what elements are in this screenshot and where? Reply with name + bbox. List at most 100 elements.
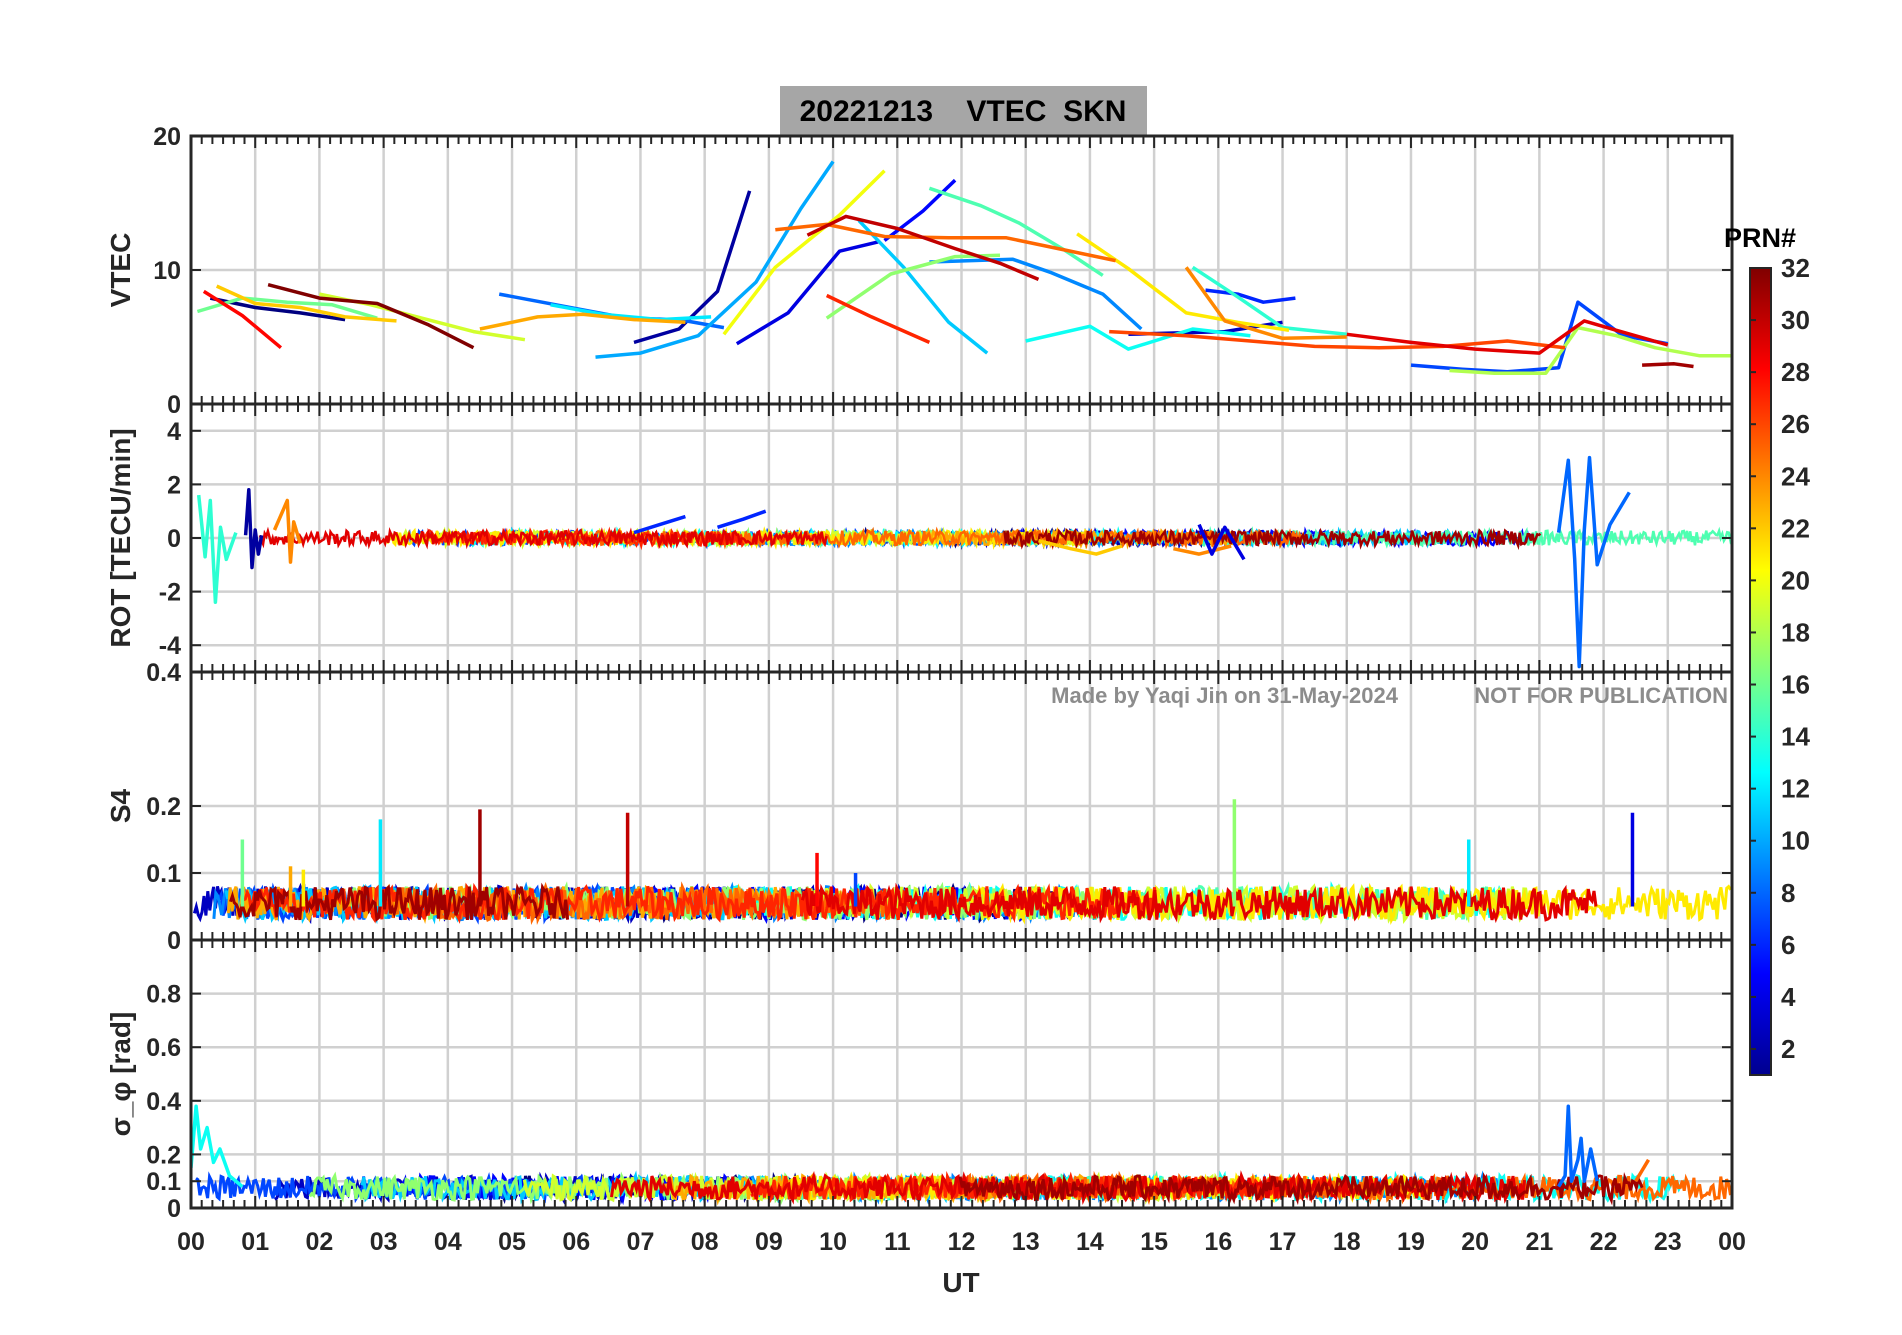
s4-noise-line [229,882,570,923]
y-tick-label: 0 [167,525,181,553]
series-line-prn-10 [595,160,835,359]
series-line-prn-6 [1205,288,1296,304]
y-axis-label-s4: S4 [105,788,136,823]
y-axis-label-sigma_phi: σ_φ [rad] [105,1012,136,1137]
watermark-notice: NOT FOR PUBLICATION [1474,683,1728,708]
colorbar-tick-label: 4 [1781,982,1796,1012]
series-line-prn-26 [1109,329,1566,350]
series-line-prn-15 [928,186,1104,277]
colorbar-gradient [1749,267,1772,1076]
x-tick-labels: 00 01 02 03 04 05 06 07 08 09 10 11 12 13 14 15 16 17 18 19… [177,1228,1746,1256]
series-line-prn-24 [1173,544,1232,556]
colorbar-tick-label: 12 [1781,774,1810,804]
x-tick-label: 09 [755,1228,783,1256]
panel-rot: -4 -2 0 2 4 ROT [TECU/min] [105,402,1734,674]
series-group-sigma_phi [191,1104,1732,1206]
series-line-prn-22 [1038,539,1123,556]
series-line-prn-7 [1410,300,1669,374]
x-tick-label: 16 [1204,1228,1232,1256]
series-line-prn-28 [202,289,283,350]
colorbar-tick-label: 24 [1781,461,1810,491]
panel-sigma_phi: 00.10.2 0.4 0.6 0.8 σ_φ [rad] [105,938,1734,1223]
colorbar-tick-label: 30 [1781,305,1810,335]
panel-vtec: 0 10 20 VTEC [105,123,1734,419]
x-tick-label: 01 [241,1228,269,1256]
y-tick-label: 4 [167,418,181,446]
x-tick-label: 05 [498,1228,526,1256]
colorbar-tick-label: 32 [1781,253,1810,283]
series-line-prn-2 [633,190,752,345]
series-line-prn-13 [191,1104,244,1188]
y-tick-label: 0 [167,927,181,955]
x-tick-label: 19 [1397,1228,1425,1256]
y-tick-label: 0 [167,391,181,419]
series-line-prn-24 [1184,266,1347,341]
series-line-prn-18 [1449,325,1732,375]
x-tick-label: 02 [306,1228,334,1256]
series-line-prn-24 [272,498,302,564]
series-group-s4 [192,799,1732,926]
y-tick-label: 20 [153,123,181,151]
series-line-prn-20 [722,169,886,336]
x-tick-label: 11 [884,1228,911,1256]
series-line-prn-14 [1191,265,1347,337]
y-tick-label: 0 [167,1195,181,1223]
x-tick-label: 13 [1012,1228,1040,1256]
series-line-prn-30 [806,214,1040,282]
colorbar-tick-label: 6 [1781,930,1795,960]
x-tick-label: 08 [691,1228,719,1256]
x-tick-label: 20 [1461,1228,1489,1256]
y-tick-label: 0.1 [146,1168,181,1196]
sigma_phi-noise-line [958,1172,1644,1206]
y-axis-label-vtec: VTEC [105,233,136,308]
rot-noise-line [1003,527,1542,551]
series-line-prn-25 [1634,1158,1651,1183]
y-tick-label: 0.2 [146,1141,181,1169]
x-tick-label: 06 [562,1228,590,1256]
figure-title: 20221213 VTEC SKN [800,95,1127,128]
x-axis-label: UT [942,1267,979,1298]
series-line-prn-21 [1076,232,1290,333]
x-tick-label: 15 [1140,1228,1168,1256]
colorbar-tick-label: 28 [1781,357,1810,387]
x-tick-label: 04 [434,1228,462,1256]
y-tick-label: -4 [159,632,181,660]
x-tick-label: 00 [177,1228,205,1256]
series-line-prn-8 [1557,1104,1599,1188]
y-tick-label: 10 [153,257,181,285]
colorbar-tick-label: 16 [1781,670,1810,700]
colorbar-tick-label: 8 [1781,878,1795,908]
series-group-vtec [196,160,1732,375]
series-line-prn-6 [633,514,686,535]
panel-s4: 0 0.1 0.2 0.4 S4 [105,659,1734,955]
series-line-prn-12 [550,303,712,322]
colorbar-tick-label: 20 [1781,565,1810,595]
x-tick-label: 00 [1718,1228,1746,1256]
y-tick-label: 0.8 [146,981,181,1009]
series-group-rot [196,455,1732,669]
series-line-prn-31 [1642,362,1694,369]
series-line-prn-11 [857,219,989,355]
series-line-prn-13 [1025,324,1251,351]
watermark-author: Made by Yaqi Jin on 31-May-2024 [1051,683,1399,708]
s4-noise-line [242,882,1158,924]
x-tick-label: 10 [819,1228,847,1256]
x-tick-label: 21 [1525,1228,1553,1256]
colorbar-tick-label: 10 [1781,826,1810,856]
series-line-prn-4 [735,240,879,346]
colorbar-tick-label: 26 [1781,409,1810,439]
series-line-prn-22 [215,284,397,323]
y-tick-label: 0.2 [146,793,181,821]
series-line-prn-23 [479,312,686,331]
colorbar-tick-label: 22 [1781,513,1810,543]
rot-noise-line [258,526,828,550]
y-tick-label: 2 [167,471,181,499]
x-tick-label: 18 [1333,1228,1361,1256]
colorbar-tick-label: 2 [1781,1034,1795,1064]
x-tick-label: 12 [948,1228,976,1256]
x-tick-label: 17 [1269,1228,1297,1256]
